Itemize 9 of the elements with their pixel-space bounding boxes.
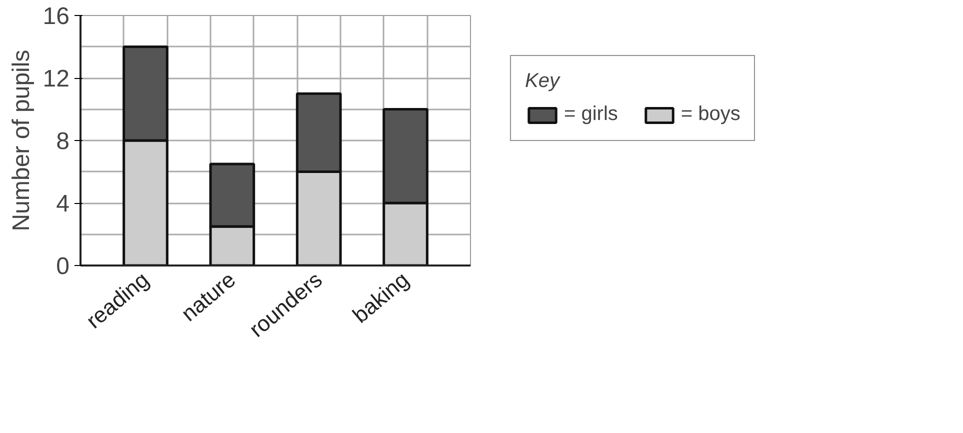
legend-label: = girls [564,103,618,126]
y-tick-label: 12 [42,66,70,92]
y-axis-title: Number of pupils [8,50,35,232]
legend-label: = boys [680,103,740,126]
y-tick-label: 0 [56,253,70,280]
y-tick-label: 4 [56,190,70,218]
y-tick-label: 8 [56,128,70,155]
legend-title: Key [525,70,562,93]
y-tick-label: 16 [42,3,70,30]
